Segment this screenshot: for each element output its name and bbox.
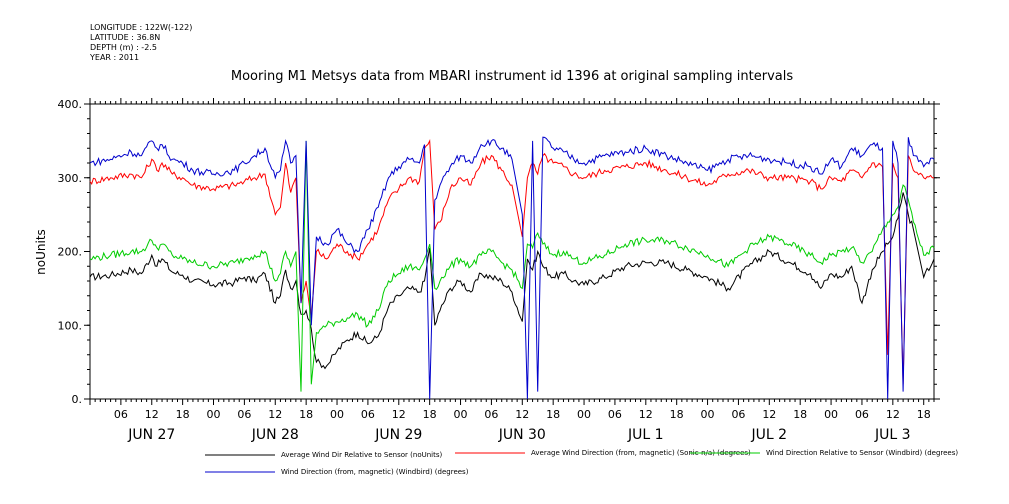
x-tick-label: 00 bbox=[454, 408, 468, 421]
series-lines bbox=[89, 136, 935, 400]
x-tick-label: 06 bbox=[731, 408, 745, 421]
x-tick-label: 06 bbox=[361, 408, 375, 421]
y-axis: 0. 100. 200. 300. 400. bbox=[58, 98, 940, 406]
x-day-label: JUN 27 bbox=[127, 427, 175, 443]
y-axis-label: noUnits bbox=[34, 229, 48, 275]
x-axis: 06 12 18 00 06 12 18 00 06 12 18 00 06 12 18 00 06 12 18 00… bbox=[89, 98, 935, 443]
x-day-label: JUL 2 bbox=[751, 427, 788, 443]
x-tick-label: 18 bbox=[546, 408, 560, 421]
x-tick-label: 18 bbox=[917, 408, 931, 421]
legend-label: Average Wind Dir Relative to Sensor (noU… bbox=[281, 451, 442, 459]
x-tick-label: 00 bbox=[330, 408, 344, 421]
x-tick-label: 00 bbox=[577, 408, 591, 421]
x-day-label: JUL 3 bbox=[874, 427, 911, 443]
depth-label: DEPTH (m) : -2.5 bbox=[90, 43, 157, 52]
x-tick-label: 18 bbox=[299, 408, 313, 421]
x-tick-label: 06 bbox=[114, 408, 128, 421]
x-tick-label: 12 bbox=[639, 408, 653, 421]
x-tick-label: 12 bbox=[515, 408, 529, 421]
x-tick-label: 12 bbox=[145, 408, 159, 421]
x-tick-label: 00 bbox=[824, 408, 838, 421]
year-label: YEAR : 2011 bbox=[89, 53, 139, 62]
x-day-label: JUL 1 bbox=[627, 427, 664, 443]
longitude-label: LONGITUDE : 122W(-122) bbox=[90, 23, 192, 32]
legend-label: Average Wind Direction (from, magnetic) … bbox=[531, 449, 751, 457]
plot-frame bbox=[89, 103, 935, 400]
y-tick-label: 300. bbox=[58, 172, 83, 185]
legend: Average Wind Dir Relative to Sensor (noU… bbox=[205, 449, 958, 476]
x-day-label: JUN 30 bbox=[498, 427, 546, 443]
legend-label: Wind Direction Relative to Sensor (Windb… bbox=[766, 449, 958, 457]
y-tick-label: 0. bbox=[72, 393, 83, 406]
series-line bbox=[89, 136, 935, 400]
x-tick-label: 12 bbox=[268, 408, 282, 421]
metadata-block: LONGITUDE : 122W(-122) LATITUDE : 36.8N … bbox=[89, 23, 192, 62]
y-tick-label: 200. bbox=[58, 246, 83, 259]
x-tick-label: 00 bbox=[207, 408, 221, 421]
x-tick-label: 00 bbox=[701, 408, 715, 421]
series-line bbox=[89, 192, 935, 370]
x-tick-label: 06 bbox=[855, 408, 869, 421]
series-line bbox=[89, 138, 934, 385]
x-tick-label: 12 bbox=[762, 408, 776, 421]
legend-label: Wind Direction (from, magnetic) (Windbir… bbox=[281, 468, 469, 476]
x-tick-label: 12 bbox=[886, 408, 900, 421]
y-tick-label: 100. bbox=[58, 319, 83, 332]
x-day-label: JUN 28 bbox=[251, 427, 299, 443]
x-day-label: JUN 29 bbox=[374, 427, 422, 443]
x-tick-label: 18 bbox=[176, 408, 190, 421]
x-tick-label: 06 bbox=[237, 408, 251, 421]
x-tick-label: 18 bbox=[670, 408, 684, 421]
x-tick-label: 18 bbox=[793, 408, 807, 421]
x-tick-label: 06 bbox=[608, 408, 622, 421]
x-tick-label: 06 bbox=[484, 408, 498, 421]
series-line bbox=[89, 140, 935, 392]
y-tick-label: 400. bbox=[58, 98, 83, 111]
x-tick-label: 12 bbox=[392, 408, 406, 421]
x-tick-label: 18 bbox=[423, 408, 437, 421]
chart-title: Mooring M1 Metsys data from MBARI instru… bbox=[231, 69, 793, 84]
latitude-label: LATITUDE : 36.8N bbox=[90, 33, 160, 42]
